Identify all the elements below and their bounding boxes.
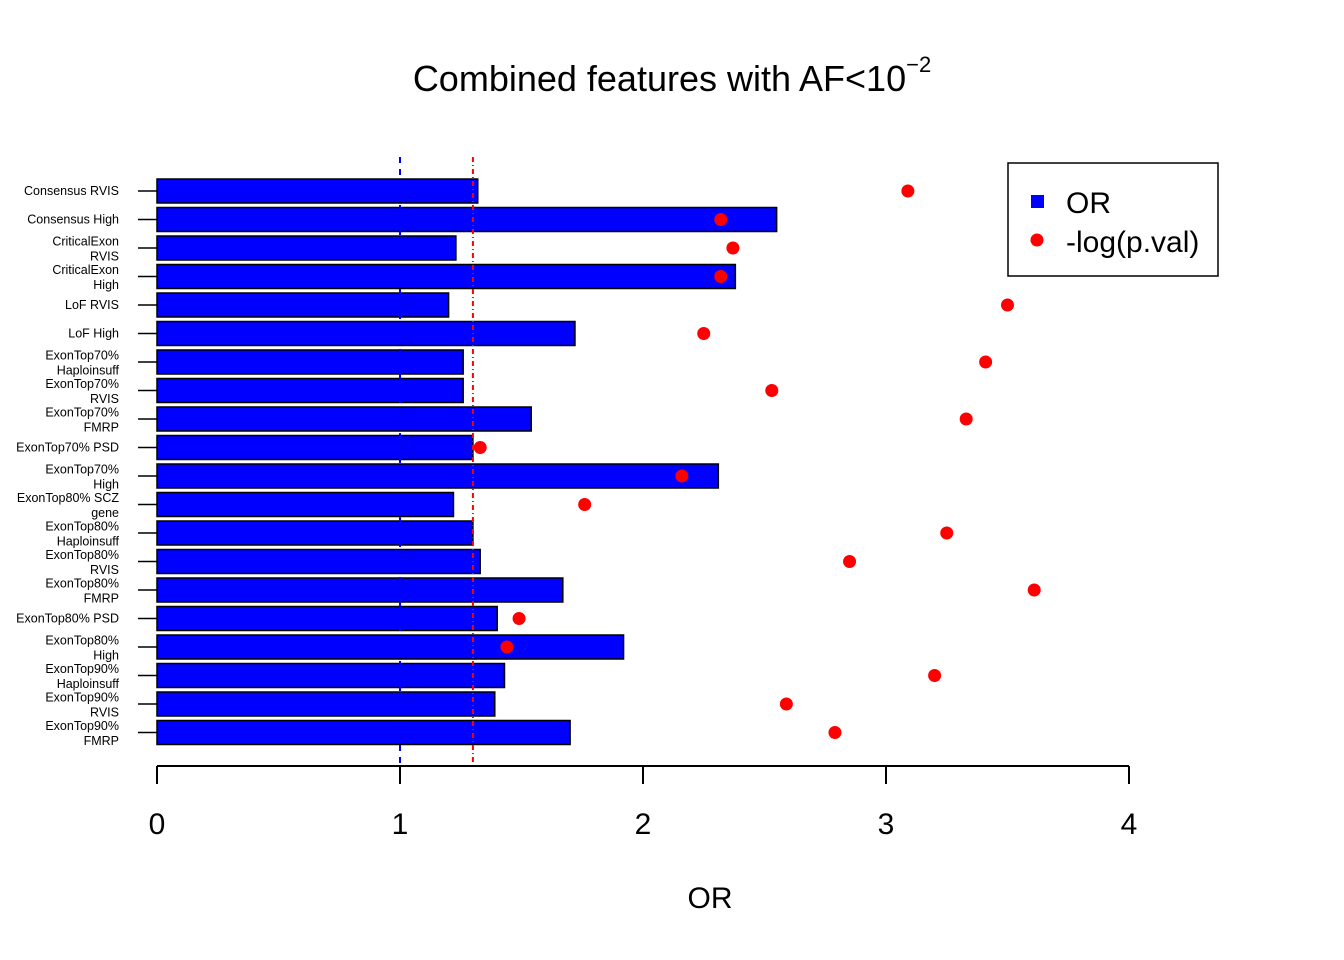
point-3	[714, 270, 728, 283]
point-9	[473, 441, 487, 454]
legend-box	[1007, 162, 1219, 277]
y-tick-label-13: ExonTop80% RVIS	[45, 548, 119, 577]
point-11	[578, 498, 592, 511]
point-17	[928, 669, 942, 682]
x-tick-label-2: 2	[635, 808, 652, 841]
bar-4	[156, 292, 450, 318]
bar-15	[156, 605, 498, 632]
chart-title-superscript: −2	[906, 52, 932, 77]
point-15	[512, 612, 526, 625]
point-2	[726, 241, 740, 255]
bar-9	[156, 434, 474, 461]
bar-1	[156, 206, 778, 233]
y-tick-label-18: ExonTop90% RVIS	[45, 691, 119, 720]
point-18	[779, 697, 793, 711]
bar-16	[156, 634, 625, 660]
bar-13	[156, 548, 481, 575]
point-1	[714, 213, 728, 226]
bar-14	[156, 577, 564, 603]
bar-3	[156, 263, 737, 290]
bar-6	[156, 349, 464, 375]
chart-title: Combined features with AF<10−2	[0, 52, 1344, 100]
y-tick-label-11: ExonTop80% SCZ gene	[17, 491, 120, 520]
y-tick-label-5: LoF High	[68, 327, 119, 341]
x-tick-label-4: 4	[1121, 808, 1138, 841]
point-16	[500, 640, 514, 654]
y-tick-label-0: Consensus RVIS	[24, 184, 119, 198]
legend-label-or: OR	[1066, 187, 1111, 220]
y-tick-label-6: ExonTop70% Haploinsuff	[45, 349, 119, 378]
x-tick-label-3: 3	[878, 808, 895, 841]
point-7	[765, 384, 779, 397]
point-13	[843, 555, 857, 568]
legend-label-pval: -log(p.val)	[1066, 226, 1199, 259]
legend-marker-or	[1031, 195, 1044, 208]
bar-11	[156, 491, 455, 518]
y-tick-label-9: ExonTop70% PSD	[16, 441, 119, 455]
y-tick-label-3: CriticalExon High	[52, 263, 119, 292]
y-tick-label-14: ExonTop80% FMRP	[45, 577, 119, 606]
bar-5	[156, 320, 576, 347]
y-tick-label-4: LoF RVIS	[65, 298, 119, 312]
chart-title-text: Combined features with AF<10	[412, 58, 907, 99]
bar-19	[156, 719, 571, 746]
y-tick-label-17: ExonTop90% Haploinsuff	[45, 662, 119, 691]
y-tick-label-10: ExonTop70% High	[45, 463, 119, 492]
x-tick-label-1: 1	[392, 808, 409, 841]
point-0	[901, 184, 915, 198]
y-tick-label-8: ExonTop70% FMRP	[45, 406, 119, 435]
x-axis-label: OR	[687, 882, 733, 915]
y-tick-label-16: ExonTop80% High	[45, 634, 119, 663]
point-4	[1001, 298, 1014, 312]
y-tick-label-12: ExonTop80% Haploinsuff	[45, 520, 119, 549]
y-tick-label-7: ExonTop70% RVIS	[45, 377, 119, 406]
point-14	[1027, 583, 1041, 597]
x-tick-label-0: 0	[149, 808, 166, 841]
point-10	[675, 469, 689, 483]
bar-12	[156, 520, 474, 546]
y-tick-label-2: CriticalExon RVIS	[52, 235, 119, 264]
point-8	[959, 412, 973, 426]
legend-marker-pval	[1030, 233, 1044, 247]
bar-7	[156, 377, 464, 404]
point-5	[697, 327, 711, 340]
bar-2	[156, 235, 457, 261]
point-12	[940, 526, 954, 540]
bar-18	[156, 691, 496, 717]
bar-0	[156, 178, 479, 204]
y-tick-label-1: Consensus High	[27, 213, 119, 227]
y-tick-label-15: ExonTop80% PSD	[16, 612, 119, 626]
y-tick-label-19: ExonTop90% FMRP	[45, 719, 119, 748]
bar-8	[156, 406, 532, 432]
bar-10	[156, 463, 720, 489]
point-6	[979, 355, 993, 369]
point-19	[828, 726, 842, 739]
bar-17	[156, 662, 506, 689]
